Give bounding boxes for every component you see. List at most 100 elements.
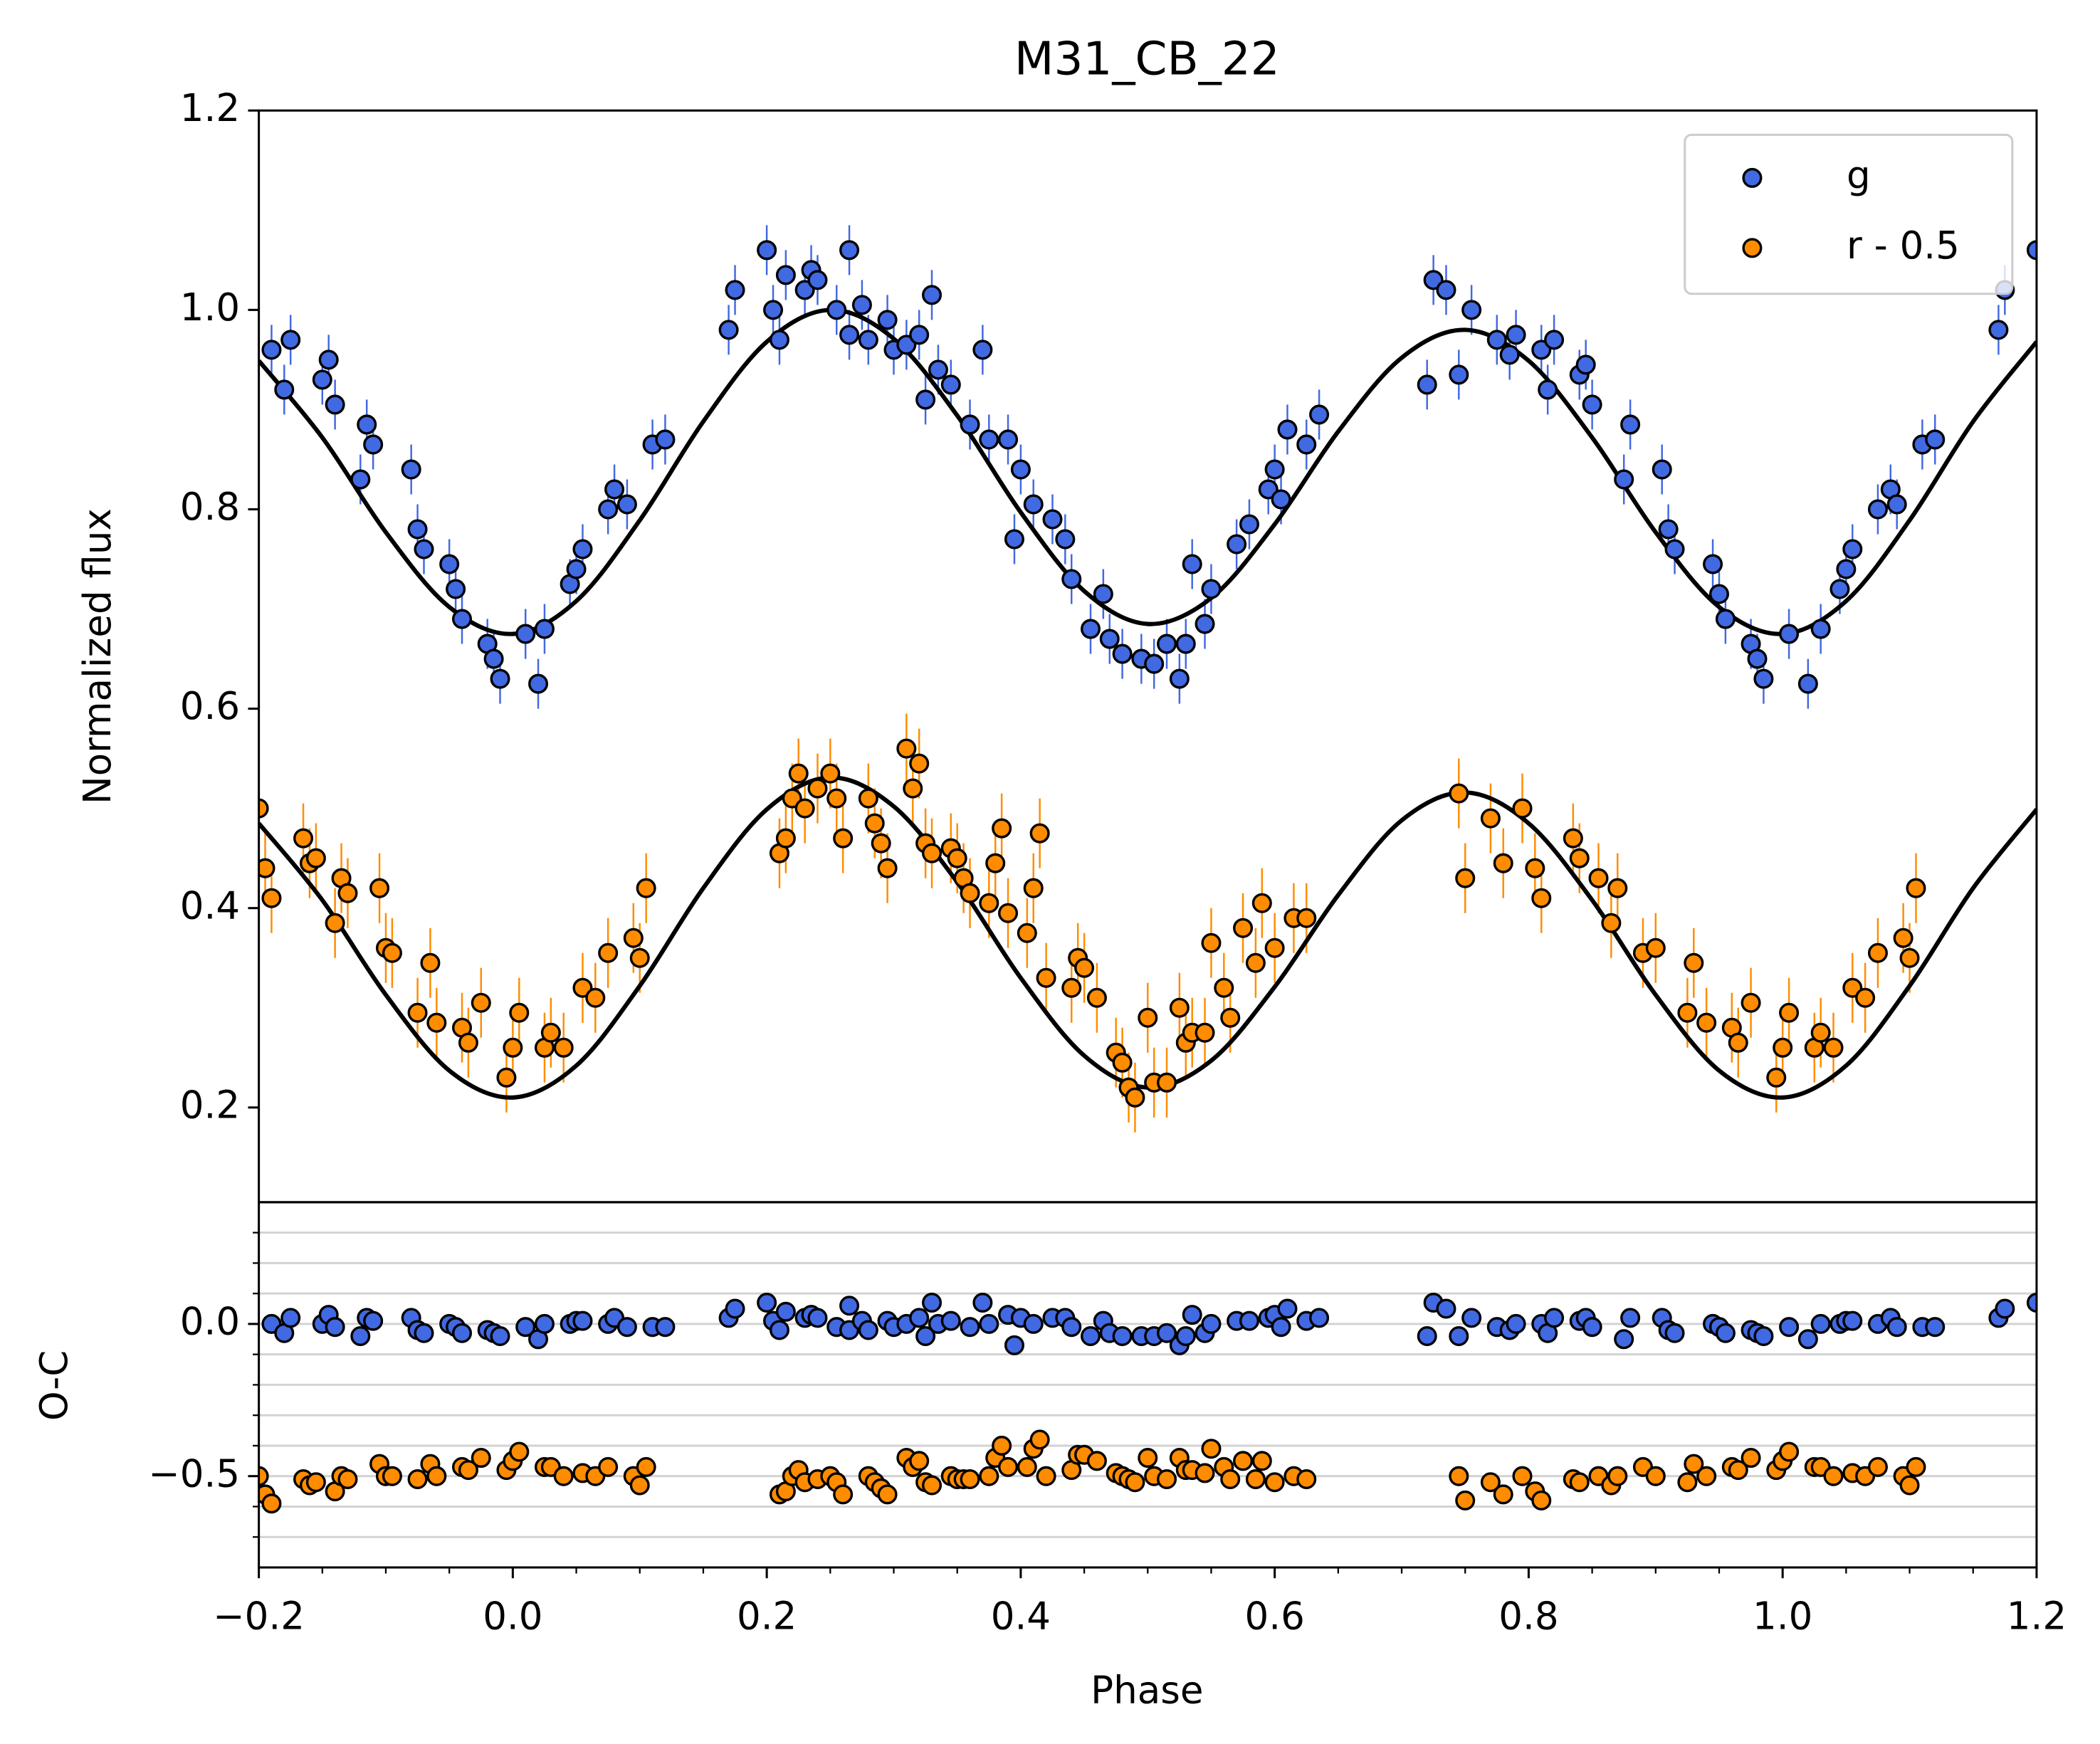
data-point xyxy=(1728,1032,1748,1053)
data-point xyxy=(1220,1007,1241,1028)
axes: 0.2 0.4 0.6 0.8 1.0 1.2 −0.5 0.0 −0.2 0.0 0.2 0.4 0.… xyxy=(148,86,2067,1639)
residual-y-axis-label: O-C xyxy=(32,1350,76,1421)
data-point xyxy=(1093,584,1113,604)
data-point xyxy=(1779,1002,1800,1023)
data-point xyxy=(1886,494,1907,515)
data-point xyxy=(992,818,1012,839)
residual-point xyxy=(452,1323,473,1343)
data-point xyxy=(1423,270,1444,290)
residual-point xyxy=(1080,1325,1101,1347)
data-point xyxy=(318,350,339,370)
chart-title: M31_CB_22 xyxy=(1014,33,1280,86)
x-axis-label: Phase xyxy=(1091,1669,1203,1713)
residual-point xyxy=(572,1310,593,1331)
data-point xyxy=(1925,429,1946,450)
residual-point xyxy=(1614,1329,1634,1350)
residual-point xyxy=(258,1466,269,1486)
data-point xyxy=(458,1032,478,1053)
data-point xyxy=(496,1067,517,1088)
residual-point xyxy=(1125,1472,1145,1493)
data-point xyxy=(1138,1007,1158,1028)
residual-point xyxy=(858,1320,878,1340)
data-point xyxy=(258,858,275,878)
data-point xyxy=(528,673,549,694)
main-plot xyxy=(258,225,2037,1133)
data-point xyxy=(871,833,891,853)
data-point xyxy=(420,952,441,973)
data-point xyxy=(604,479,625,500)
data-point xyxy=(1417,374,1437,395)
data-point xyxy=(1455,868,1476,888)
data-point xyxy=(1893,928,1913,948)
residual-point xyxy=(636,1456,656,1477)
data-point xyxy=(1499,345,1520,365)
residual-point xyxy=(1531,1490,1552,1511)
data-point xyxy=(1779,624,1800,644)
residual-point xyxy=(1995,1298,2015,1319)
data-point xyxy=(540,1022,561,1043)
data-point xyxy=(1449,364,1469,385)
residual-point xyxy=(1455,1490,1476,1511)
residual-point xyxy=(877,1484,898,1505)
residual-point xyxy=(1461,1308,1482,1328)
residual-point xyxy=(972,1292,993,1313)
data-point xyxy=(839,240,860,261)
data-point xyxy=(1531,340,1552,360)
data-point xyxy=(401,459,421,480)
residual-point xyxy=(769,1320,789,1340)
data-point xyxy=(1708,584,1729,604)
data-point xyxy=(293,828,314,849)
data-point xyxy=(515,624,536,644)
x-tick-label: 0.8 xyxy=(1498,1595,1558,1639)
data-point xyxy=(1017,923,1037,943)
residual-point xyxy=(414,1323,434,1343)
residual-point xyxy=(1245,1469,1266,1489)
data-point xyxy=(357,414,377,435)
residual-point xyxy=(1715,1323,1736,1343)
residual-point xyxy=(1645,1466,1666,1486)
residual-point xyxy=(807,1308,828,1328)
data-point xyxy=(769,330,789,350)
data-point xyxy=(1061,569,1082,589)
legend-label: r - 0.5 xyxy=(1847,224,1960,268)
residual-point xyxy=(1417,1325,1437,1347)
data-point xyxy=(1296,434,1317,455)
data-point xyxy=(1773,1037,1793,1058)
data-point xyxy=(915,389,936,410)
data-point xyxy=(1836,559,1857,579)
data-point xyxy=(1239,514,1259,535)
residual-point xyxy=(534,1313,555,1334)
residual-point xyxy=(1309,1308,1330,1328)
residual-point xyxy=(1544,1308,1565,1328)
residual-point xyxy=(960,1317,980,1338)
data-point xyxy=(1563,828,1583,849)
data-point xyxy=(1436,280,1456,300)
data-point xyxy=(928,359,948,380)
y-tick-label: 1.2 xyxy=(180,86,240,130)
data-point xyxy=(1201,579,1222,599)
data-point xyxy=(414,539,434,560)
data-point xyxy=(757,240,777,261)
data-point xyxy=(826,300,847,320)
x-tick-label: 1.0 xyxy=(1753,1595,1812,1639)
legend-marker xyxy=(1742,167,1763,188)
residual-point xyxy=(1157,1323,1177,1343)
data-point xyxy=(1461,300,1482,320)
data-point xyxy=(452,609,473,629)
data-point xyxy=(1645,937,1666,958)
data-point xyxy=(807,778,828,799)
residual-point xyxy=(839,1296,860,1316)
data-point xyxy=(1906,878,1926,898)
data-point xyxy=(1264,459,1285,480)
model-curve xyxy=(258,308,2037,636)
data-point xyxy=(1588,868,1609,888)
residual-point xyxy=(1449,1325,1469,1347)
data-point xyxy=(896,738,917,759)
data-point xyxy=(909,325,930,345)
data-point xyxy=(446,579,466,599)
data-point xyxy=(1829,579,1850,599)
residual-point xyxy=(407,1469,428,1489)
residual-point xyxy=(915,1325,936,1347)
data-point xyxy=(1271,489,1291,510)
